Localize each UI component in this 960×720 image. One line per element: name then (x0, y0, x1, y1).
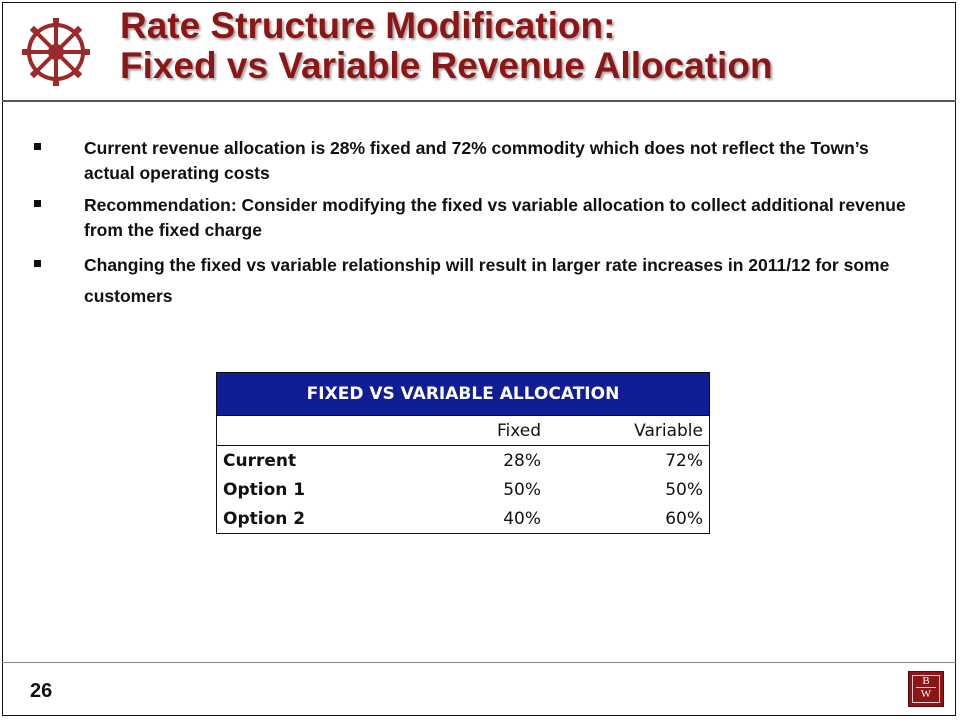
square-bullet-icon (34, 260, 41, 267)
bullet-list: Current revenue allocation is 28% fixed … (32, 136, 922, 319)
table-caption: FIXED VS VARIABLE ALLOCATION (216, 372, 710, 416)
bullet-text: Current revenue allocation is 28% fixed … (84, 138, 869, 183)
fixed-cell: 50% (503, 479, 541, 500)
title-line-2: Fixed vs Variable Revenue Allocation (120, 45, 773, 86)
bw-logo: B W (908, 671, 944, 707)
column-header-variable: Variable (547, 415, 710, 446)
bw-logo-letter-w: W (920, 688, 932, 700)
column-header-fixed: Fixed (345, 415, 547, 446)
bw-logo-rule (916, 687, 936, 688)
square-bullet-icon (34, 143, 41, 150)
bw-logo-frame (912, 675, 940, 703)
square-bullet-icon (34, 200, 41, 207)
bw-logo-letter-b: B (922, 675, 930, 687)
gear-wheel-icon (22, 18, 90, 86)
bullet-text: Recommendation: Consider modifying the f… (84, 195, 906, 240)
row-label: Option 2 (216, 504, 345, 534)
bullet-item: Recommendation: Consider modifying the f… (32, 193, 922, 243)
row-label: Option 1 (216, 475, 345, 504)
table-row: Option 2 40% 60% (216, 504, 710, 534)
table-row: Option 1 50% 50% (216, 475, 710, 504)
column-header-label (216, 415, 345, 446)
page-number: 26 (30, 680, 53, 702)
footer-divider (2, 662, 956, 663)
variable-cell: 50% (547, 475, 710, 504)
title-line-1: Rate Structure Modification: (120, 5, 616, 46)
bullet-item: Current revenue allocation is 28% fixed … (32, 136, 922, 186)
bullet-text: Changing the fixed vs variable relations… (84, 255, 890, 306)
slide-title: Rate Structure Modification: Fixed vs Va… (120, 6, 773, 86)
table-row: Current 28% 72% (216, 445, 710, 475)
table-header-row: Fixed Variable (216, 415, 710, 446)
title-divider (2, 100, 956, 102)
variable-cell: 60% (547, 504, 710, 534)
allocation-table: FIXED VS VARIABLE ALLOCATION Fixed Varia… (216, 372, 710, 534)
bullet-item: Changing the fixed vs variable relations… (32, 250, 922, 312)
fixed-cell: 40% (345, 504, 547, 534)
row-label: Current (216, 445, 345, 475)
fixed-cell: 28% (503, 450, 541, 471)
variable-cell: 72% (547, 445, 710, 475)
